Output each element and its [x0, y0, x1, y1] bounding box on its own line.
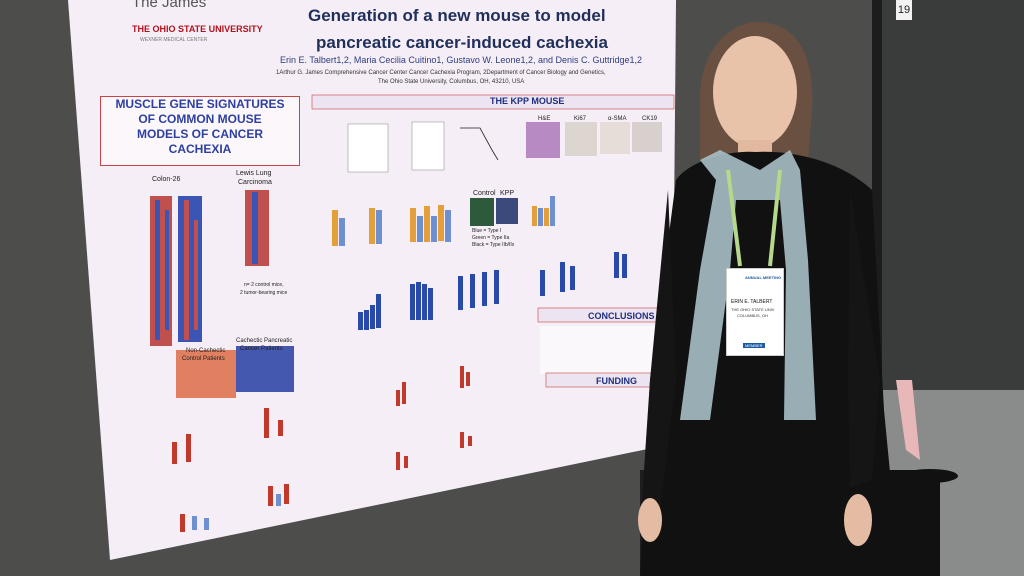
- badge-meeting: ANNUAL MEETING: [745, 275, 782, 280]
- badge-name: ERIN E. TALBERT: [731, 299, 773, 305]
- name-badge: ANNUAL MEETING ERIN E. TALBERT THE OHIO …: [726, 268, 784, 356]
- adjacent-board: [878, 0, 1024, 390]
- badge-institution: THE OHIO STATE UNIV: [731, 307, 775, 312]
- booth-number: 19: [896, 0, 912, 20]
- heatmap-lewis: [245, 190, 269, 266]
- badge-role: MEMBER: [743, 343, 765, 348]
- heatmap-patients: [176, 346, 294, 398]
- heatmap-colon26: [150, 196, 202, 346]
- badge-city: COLUMBUS, OH: [737, 313, 768, 318]
